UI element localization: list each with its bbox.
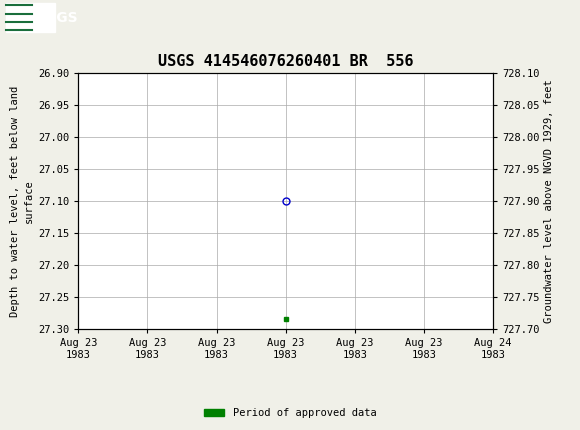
Text: USGS: USGS	[36, 11, 78, 25]
Bar	[6, 3, 55, 32]
Y-axis label: Groundwater level above NGVD 1929, feet: Groundwater level above NGVD 1929, feet	[543, 79, 554, 323]
Legend: Period of approved data: Period of approved data	[200, 404, 380, 423]
Title: USGS 414546076260401 BR  556: USGS 414546076260401 BR 556	[158, 54, 414, 69]
Y-axis label: Depth to water level, feet below land
surface: Depth to water level, feet below land su…	[10, 86, 34, 316]
